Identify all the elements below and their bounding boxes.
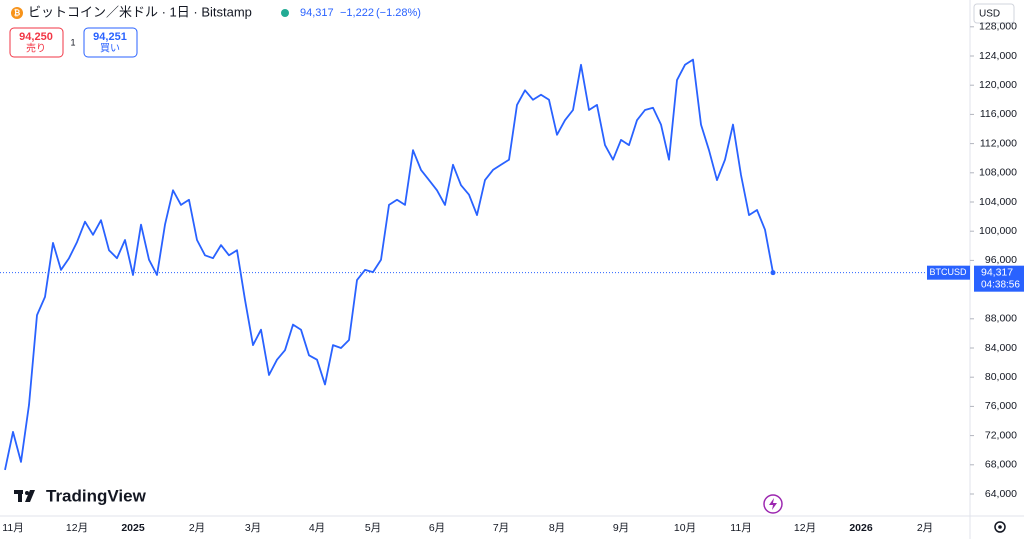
y-tick-label: 96,000 <box>985 254 1017 266</box>
sell-label: 売り <box>26 42 46 55</box>
last-price-box <box>974 265 1024 292</box>
price-line <box>4 58 774 471</box>
x-tick-label: 12月 <box>66 522 88 534</box>
y-tick-label: 124,000 <box>979 50 1017 62</box>
y-tick-label: 100,000 <box>979 225 1017 237</box>
btc-icon-glyph: ₿ <box>14 9 21 18</box>
plot <box>4 58 776 471</box>
y-tick-label: 88,000 <box>985 313 1017 325</box>
y-tick-label: 128,000 <box>979 21 1017 33</box>
buy-label: 買い <box>100 43 120 55</box>
x-tick-label: 11月 <box>730 522 751 534</box>
logo-part <box>18 490 22 502</box>
x-tick-label: 2025 <box>121 522 145 534</box>
settings-button[interactable] <box>994 521 1006 533</box>
events-icon <box>769 498 777 510</box>
x-tick-label: 5月 <box>365 522 381 534</box>
sell-button[interactable] <box>9 27 64 58</box>
y-tick-label: 104,000 <box>979 196 1017 208</box>
x-tick-label: 11月 <box>2 522 23 534</box>
y-tick-label: 120,000 <box>979 79 1017 91</box>
spread: 1 <box>70 37 75 47</box>
y-tick-label: 112,000 <box>980 137 1017 149</box>
x-tick-label: 12月 <box>794 522 816 534</box>
x-tick-label: 6月 <box>429 522 445 534</box>
x-tick-label: 7月 <box>493 522 509 534</box>
x-tick-label: 3月 <box>245 522 261 534</box>
last-price-label: 94,317 <box>981 266 1013 278</box>
brand-logo <box>14 490 35 502</box>
y-tick-label: 108,000 <box>979 167 1017 179</box>
symbol-tag-label: BTCUSD <box>929 267 967 277</box>
x-tick-label: 8月 <box>549 522 565 534</box>
last-point <box>770 270 776 276</box>
y-tick-label: 72,000 <box>985 429 1017 441</box>
brand-name: TradingView <box>46 486 147 505</box>
price-change-pct: (−1.28%) <box>376 7 421 19</box>
logo-part <box>25 490 35 502</box>
y-tick-label: 84,000 <box>985 342 1017 354</box>
x-tick-label: 4月 <box>309 522 325 534</box>
y-tick-label: 80,000 <box>985 371 1017 383</box>
currency-button[interactable] <box>973 3 1015 24</box>
sell-price: 94,250 <box>19 31 53 43</box>
y-tick-label: 68,000 <box>985 459 1017 471</box>
buy-button[interactable] <box>83 27 138 58</box>
currency: USD <box>979 9 1000 20</box>
logo-part <box>25 491 29 495</box>
market-status <box>281 9 289 17</box>
settings-icon <box>998 525 1002 529</box>
x-tick-label: 10月 <box>674 522 696 534</box>
x-tick-label: 9月 <box>613 522 629 534</box>
y-tick-label: 76,000 <box>985 400 1017 412</box>
symbol-tag <box>927 265 970 280</box>
x-tick-label: 2月 <box>189 522 205 534</box>
x-tick-label: 2026 <box>849 522 873 534</box>
x-tick-label: 2月 <box>917 522 933 534</box>
y-tick-label: 64,000 <box>985 488 1017 500</box>
buy-price: 94,251 <box>93 31 127 43</box>
last-price: 94,317 <box>300 7 334 19</box>
countdown: 04:38:56 <box>981 279 1020 290</box>
price-change: −1,222 <box>340 7 374 19</box>
symbol-title: ビットコイン／米ドル · 1日 · Bitstamp <box>28 4 252 19</box>
btc-icon <box>11 7 23 19</box>
y-tick-label: 116,000 <box>980 108 1017 120</box>
